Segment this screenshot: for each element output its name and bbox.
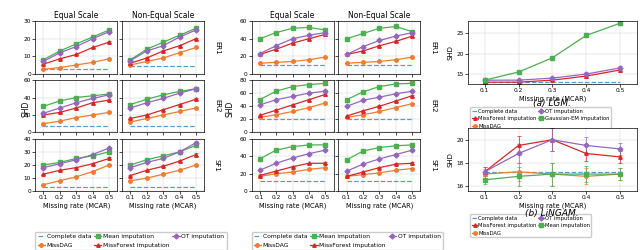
X-axis label: Missing rate (MCAR): Missing rate (MCAR) [259, 202, 326, 209]
Text: (b) LiNGAM.: (b) LiNGAM. [525, 209, 579, 218]
Legend: Complete data, MissForest imputation, MissDAG, OT imputation, Mean imputation: Complete data, MissForest imputation, Mi… [470, 214, 591, 238]
Y-axis label: SF1: SF1 [214, 158, 220, 172]
Title: Equal Scale: Equal Scale [54, 12, 99, 20]
Text: SHD: SHD [225, 100, 234, 117]
X-axis label: Missing rate (MCAR): Missing rate (MCAR) [42, 202, 110, 209]
Text: SHD: SHD [21, 100, 30, 117]
X-axis label: Missing rate (MCAR): Missing rate (MCAR) [518, 96, 586, 102]
X-axis label: Missing rate (MCAR): Missing rate (MCAR) [129, 202, 197, 209]
Legend: Complete data, MissDAG, Mean imputation, MissForest imputation, OT imputation: Complete data, MissDAG, Mean imputation,… [252, 232, 443, 250]
Text: (a) LGM.: (a) LGM. [533, 99, 572, 108]
Title: Non-Equal Scale: Non-Equal Scale [348, 12, 411, 20]
Y-axis label: SHD: SHD [447, 152, 453, 167]
X-axis label: Missing rate (MCAR): Missing rate (MCAR) [518, 202, 586, 209]
Legend: Complete data, MissDAG, Mean imputation, MissForest imputation, OT imputation: Complete data, MissDAG, Mean imputation,… [35, 232, 227, 250]
Y-axis label: ER2: ER2 [214, 100, 220, 113]
Legend: Complete data, MissForest imputation, MissDAG, OT imputation, Gaussian-EM imputa: Complete data, MissForest imputation, Mi… [470, 107, 611, 130]
Title: Non-Equal Scale: Non-Equal Scale [132, 12, 195, 20]
Y-axis label: ER1: ER1 [430, 41, 436, 54]
X-axis label: Missing rate (MCAR): Missing rate (MCAR) [346, 202, 413, 209]
Y-axis label: SHD: SHD [447, 45, 453, 60]
Title: Equal Scale: Equal Scale [270, 12, 315, 20]
Y-axis label: ER2: ER2 [430, 100, 436, 113]
Y-axis label: ER1: ER1 [214, 41, 220, 54]
Y-axis label: SF1: SF1 [430, 158, 436, 172]
